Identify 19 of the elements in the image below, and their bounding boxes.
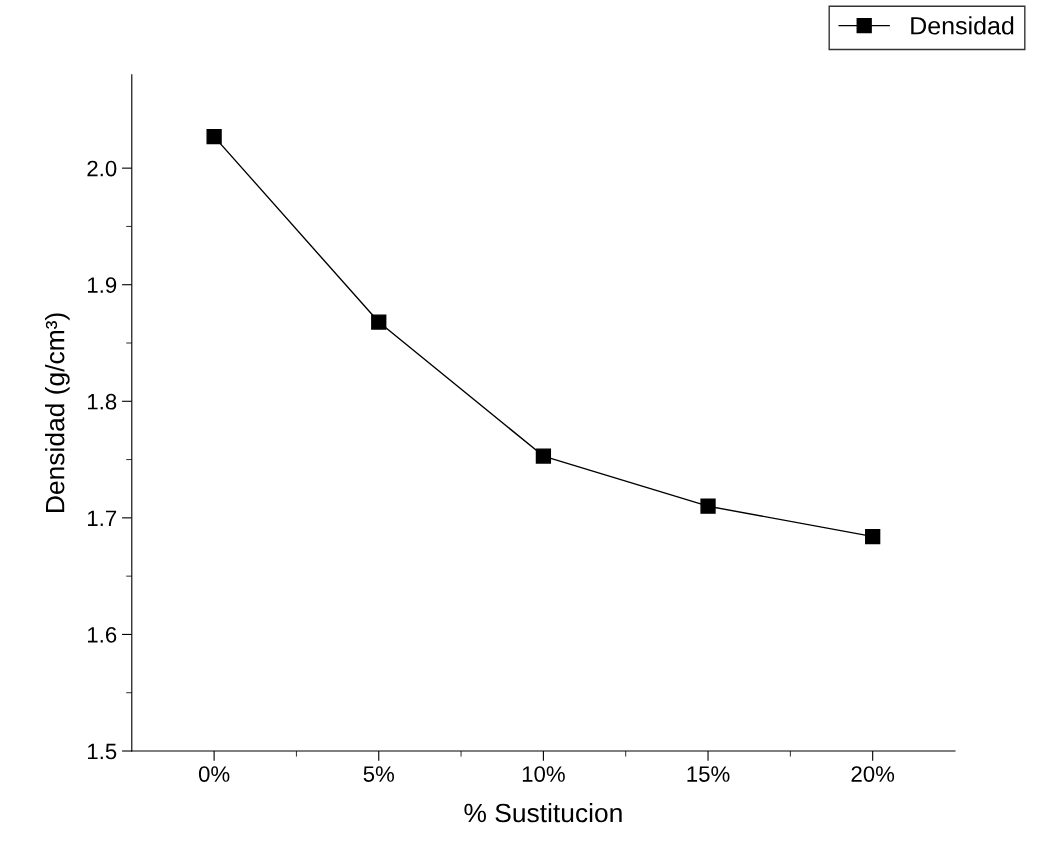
point — [700, 498, 716, 514]
y-tick-label: 1.5 — [88, 743, 117, 760]
x-tick-label: 15% — [687, 766, 730, 782]
x-axis-title: % Sustitucion — [464, 802, 622, 823]
x-tick-label: 10% — [522, 766, 565, 782]
y-axis-title: Densidad (g/cm³) — [45, 313, 70, 512]
y-tick-label: 1.9 — [88, 277, 117, 293]
x-tick-label: 0% — [198, 766, 230, 782]
point — [865, 528, 881, 545]
x-tick-label: 20% — [851, 766, 895, 782]
legend-label: Densidad — [911, 16, 1014, 35]
point — [206, 129, 222, 145]
y-tick-label: 2.0 — [87, 160, 117, 177]
point — [371, 314, 387, 330]
y-tick-label: 1.7 — [88, 510, 117, 526]
x-tick-label: 5% — [363, 766, 395, 782]
y-tick-label: 1.8 — [88, 393, 117, 410]
point — [535, 448, 552, 464]
y-tick-label: 1.6 — [88, 626, 117, 643]
